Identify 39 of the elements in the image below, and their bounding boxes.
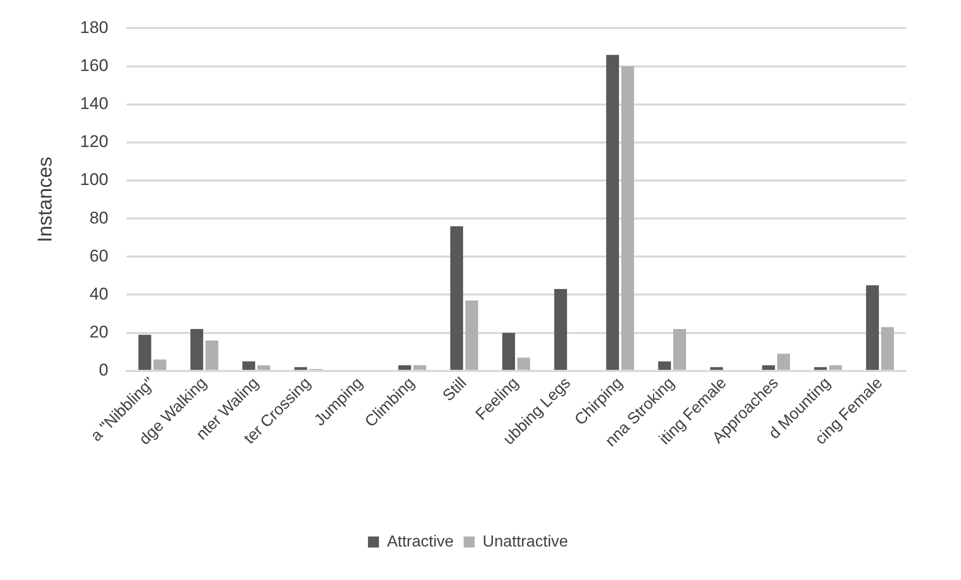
bar [502, 332, 516, 370]
bar [606, 54, 620, 370]
bar [621, 66, 634, 370]
y-tick-label: 0 [98, 360, 108, 380]
bar [205, 340, 218, 370]
legend-label: Unattractive [482, 533, 568, 550]
y-tick-label: 160 [80, 56, 108, 75]
bar [554, 289, 568, 370]
y-tick-label: 180 [80, 18, 108, 37]
bar [450, 226, 464, 370]
bar [242, 361, 256, 370]
y-tick-label: 120 [80, 132, 108, 152]
y-tick-label: 100 [80, 170, 108, 190]
bar [398, 365, 412, 370]
bar [673, 329, 686, 370]
bar [465, 300, 478, 370]
bar [190, 329, 204, 370]
bar [153, 359, 166, 370]
bar [517, 358, 530, 370]
y-tick-label: 60 [89, 246, 108, 266]
bar [829, 365, 842, 370]
bar [762, 365, 775, 370]
bar [413, 365, 426, 370]
bar [881, 327, 894, 370]
bar [257, 365, 270, 370]
x-tick-label: Still [440, 374, 470, 405]
legend-label: Attractive [386, 533, 454, 550]
y-tick-label: 40 [89, 284, 108, 304]
bar [658, 361, 671, 370]
bar [138, 334, 152, 370]
y-axis-title: Instances [34, 156, 57, 242]
y-tick-label: 80 [89, 208, 108, 228]
bar [866, 285, 879, 370]
bar [710, 367, 723, 370]
y-tick-label: 140 [80, 94, 108, 114]
bar [294, 367, 308, 370]
bar [814, 367, 827, 370]
bar [777, 354, 790, 370]
y-tick-label: 20 [89, 322, 108, 342]
